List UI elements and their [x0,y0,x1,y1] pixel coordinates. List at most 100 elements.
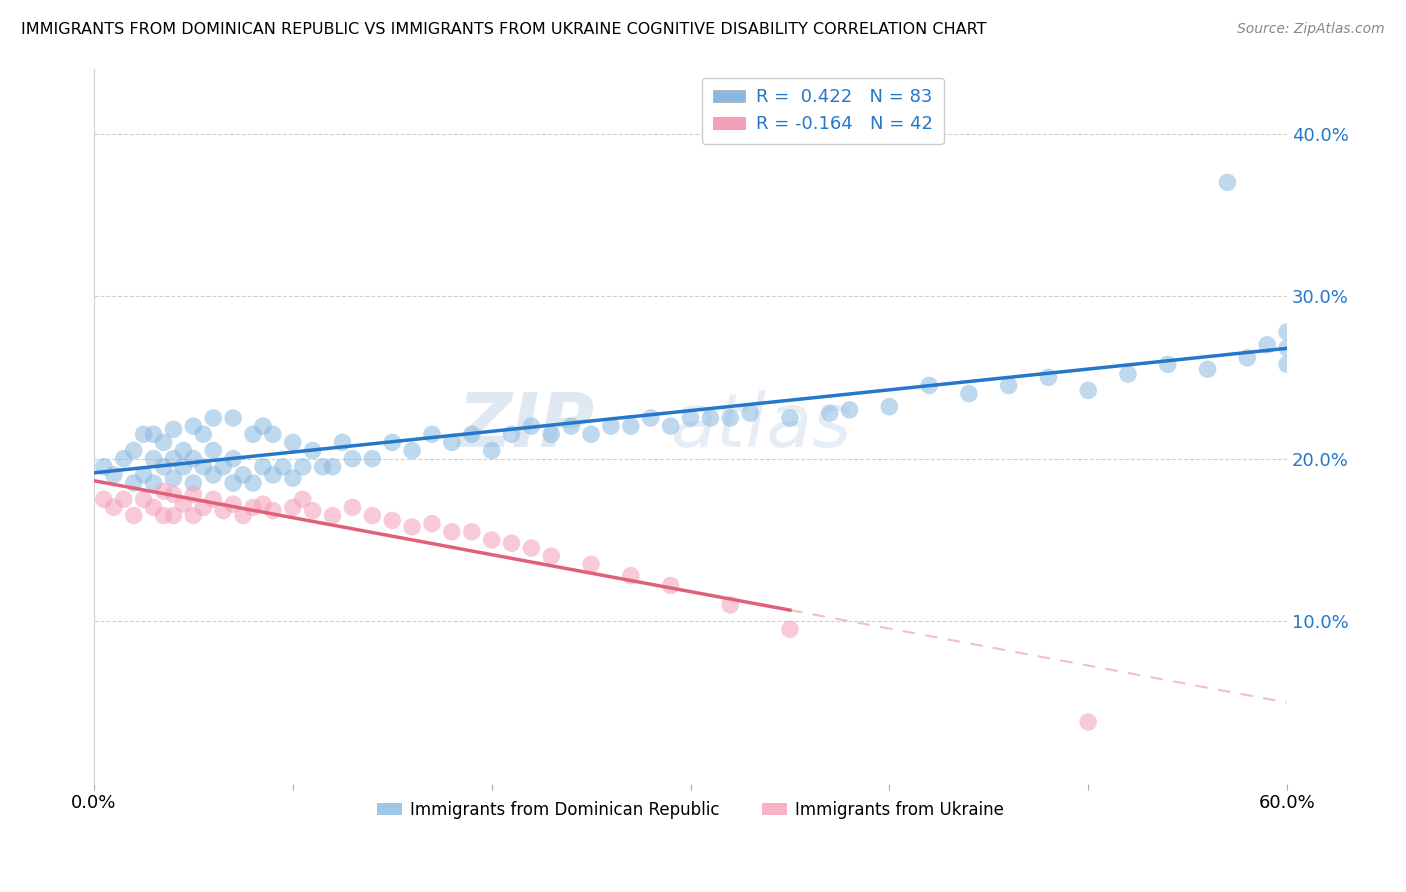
Point [997,378,1019,392]
Point [193,500,215,515]
Point [838,402,860,417]
Point [1275,357,1298,371]
Point [718,411,741,425]
Point [183,451,205,466]
Point [440,435,463,450]
Point [1256,338,1278,352]
Point [242,500,264,515]
Point [162,471,184,485]
Point [152,508,174,523]
Point [222,411,245,425]
Point [659,419,682,434]
Point [401,520,423,534]
Point [262,427,284,442]
Point [172,497,194,511]
Point [957,386,980,401]
Point [162,487,184,501]
Point [779,623,801,637]
Point [132,467,155,482]
Point [481,443,503,458]
Point [322,459,344,474]
Point [232,508,254,523]
Text: IMMIGRANTS FROM DOMINICAN REPUBLIC VS IMMIGRANTS FROM UKRAINE COGNITIVE DISABILI: IMMIGRANTS FROM DOMINICAN REPUBLIC VS IM… [21,22,987,37]
Point [1236,351,1258,365]
Point [461,427,484,442]
Point [183,476,205,491]
Point [620,568,643,582]
Point [281,500,304,515]
Point [162,451,184,466]
Point [122,508,145,523]
Point [232,467,254,482]
Point [520,541,543,555]
Point [212,503,235,517]
Point [361,508,384,523]
Point [162,422,184,436]
Point [818,406,841,420]
Point [152,435,174,450]
Point [183,508,205,523]
Point [332,435,354,450]
Point [440,524,463,539]
Point [222,476,245,491]
Point [252,459,274,474]
Point [481,533,503,547]
Point [262,467,284,482]
Point [361,451,384,466]
Point [1077,714,1099,729]
Point [132,492,155,507]
Point [183,487,205,501]
Point [659,578,682,592]
Point [222,497,245,511]
Point [381,435,404,450]
Point [142,451,165,466]
Point [1216,175,1239,189]
Point [242,476,264,491]
Point [420,516,443,531]
Point [381,513,404,527]
Point [281,471,304,485]
Point [1197,362,1219,376]
Point [142,476,165,491]
Point [291,459,314,474]
Point [579,427,602,442]
Point [420,427,443,442]
Point [342,451,364,466]
Point [699,411,721,425]
Point [152,484,174,499]
Point [202,467,225,482]
Point [112,451,135,466]
Point [202,492,225,507]
Point [162,508,184,523]
Point [520,419,543,434]
Point [501,427,523,442]
Point [262,503,284,517]
Point [252,497,274,511]
Point [132,427,155,442]
Point [152,459,174,474]
Point [252,419,274,434]
Point [679,411,702,425]
Point [401,443,423,458]
Point [1157,357,1180,371]
Point [103,467,125,482]
Point [93,492,115,507]
Point [183,419,205,434]
Point [202,411,225,425]
Point [301,503,323,517]
Point [540,427,562,442]
Point [740,406,762,420]
Point [193,459,215,474]
Text: atlas: atlas [672,390,853,462]
Point [172,443,194,458]
Point [1038,370,1060,384]
Point [93,459,115,474]
Point [501,536,523,550]
Point [600,419,623,434]
Point [322,508,344,523]
Point [281,435,304,450]
Point [122,443,145,458]
Point [311,459,333,474]
Point [718,598,741,612]
Text: ZIP: ZIP [458,390,595,463]
